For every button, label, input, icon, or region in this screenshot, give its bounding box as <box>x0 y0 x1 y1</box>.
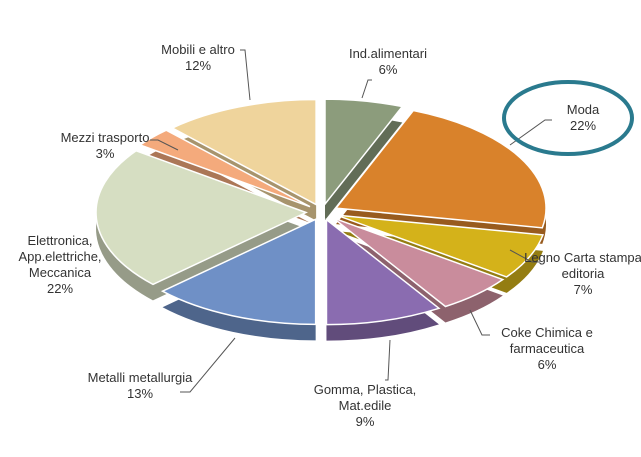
value-label: 13% <box>126 386 154 401</box>
slice-label: Mezzi trasporto 3% <box>40 130 170 162</box>
leader-line <box>361 79 372 99</box>
value-label: 7% <box>573 282 593 297</box>
category-name: Ind.alimentari <box>348 46 428 61</box>
category-name: Mobili e altro <box>161 42 235 57</box>
slice <box>332 217 505 308</box>
slice <box>324 98 404 207</box>
value-label: 3% <box>95 146 115 161</box>
slice-label: Moda 22% <box>523 102 641 134</box>
leader-line <box>150 139 179 151</box>
slice <box>170 98 317 206</box>
slice <box>95 149 308 286</box>
leader-line <box>385 339 391 381</box>
value-label: 22% <box>569 118 597 133</box>
category-name: Legno Carta stampa editoria <box>524 250 641 281</box>
slice-label: Elettronica, App.elettriche, Meccanica 22… <box>0 233 120 297</box>
leader-line <box>509 119 552 146</box>
category-name: Metalli metallurgia <box>87 370 193 385</box>
value-label: 9% <box>355 414 375 429</box>
leader-line <box>469 309 490 336</box>
slice-label: Mobili e altro 12% <box>133 42 263 74</box>
slice-label: Metalli metallurgia 13% <box>85 370 195 402</box>
leader-line <box>240 49 251 101</box>
category-name: Gomma, Plastica, Mat.edile <box>313 382 417 413</box>
slice-label: Legno Carta stampa editoria 7% <box>518 250 641 298</box>
slice <box>334 109 547 229</box>
slice <box>325 218 441 326</box>
category-name: Mezzi trasporto <box>60 130 150 145</box>
slice-label: Gomma, Plastica, Mat.edile 9% <box>310 382 420 430</box>
leader-line <box>180 337 236 393</box>
pie-tops <box>95 98 547 326</box>
value-label: 6% <box>537 357 557 372</box>
slice <box>160 218 317 326</box>
slice <box>336 214 545 278</box>
highlight-ring <box>502 80 634 156</box>
leader-line <box>509 249 540 263</box>
slice-label: Ind.alimentari 6% <box>318 46 458 78</box>
leader-lines <box>150 49 552 393</box>
value-label: 22% <box>46 281 74 296</box>
slice <box>138 129 311 208</box>
slice-label: Coke Chimica e farmaceutica 6% <box>487 325 607 373</box>
category-name: Moda <box>566 102 600 117</box>
value-label: 6% <box>378 62 398 77</box>
category-name: Coke Chimica e farmaceutica <box>501 325 593 356</box>
category-name: Elettronica, App.elettriche, Meccanica <box>18 233 102 280</box>
value-label: 12% <box>184 58 212 73</box>
